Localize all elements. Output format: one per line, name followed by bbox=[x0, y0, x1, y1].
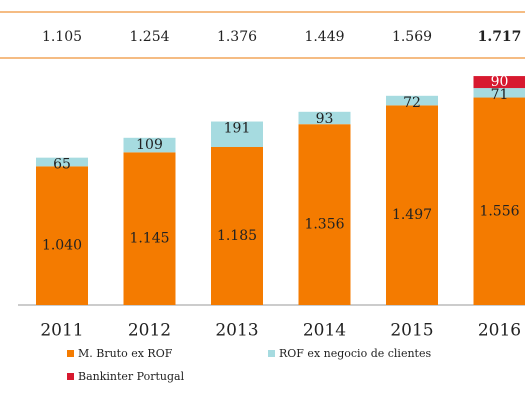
segment-label: 72 bbox=[403, 95, 421, 111]
legend-label: ROF ex negocio de clientes bbox=[279, 347, 431, 360]
bar-segment bbox=[36, 166, 88, 305]
bar-segment bbox=[211, 121, 263, 147]
total-label: 1.254 bbox=[129, 29, 169, 45]
bar-segment bbox=[298, 124, 351, 305]
segment-label: 1.145 bbox=[129, 231, 169, 247]
legend-label: M. Bruto ex ROF bbox=[78, 347, 173, 360]
segment-label: 1.497 bbox=[392, 207, 432, 223]
bar-segment bbox=[211, 147, 263, 305]
total-label: 1.449 bbox=[304, 29, 344, 45]
x-tick-label: 2014 bbox=[303, 321, 346, 341]
total-label: 1.717 bbox=[478, 29, 522, 45]
legend-swatch bbox=[67, 350, 74, 357]
legend-swatch bbox=[268, 350, 275, 357]
x-tick-label: 2016 bbox=[478, 321, 521, 341]
x-tick-label: 2015 bbox=[390, 321, 433, 341]
segment-label: 93 bbox=[316, 111, 334, 127]
segment-label: 191 bbox=[224, 121, 251, 137]
bar-segment bbox=[298, 111, 351, 125]
x-tick-label: 2011 bbox=[40, 321, 83, 341]
bar-segment bbox=[473, 88, 525, 98]
total-label: 1.569 bbox=[392, 29, 432, 45]
segment-label: 71 bbox=[491, 87, 509, 103]
segment-label: 1.185 bbox=[217, 228, 257, 244]
segment-label: 1.040 bbox=[42, 238, 82, 254]
bar-segment bbox=[386, 105, 438, 306]
segment-label: 65 bbox=[53, 157, 71, 173]
bar-segment bbox=[36, 157, 88, 167]
segment-label: 1.556 bbox=[479, 203, 519, 219]
bar-segment bbox=[123, 152, 176, 305]
x-tick-label: 2012 bbox=[128, 321, 171, 341]
bar-segment bbox=[473, 97, 525, 306]
bar-segment bbox=[473, 76, 525, 89]
legend-label: Bankinter Portugal bbox=[78, 370, 185, 383]
x-tick-label: 2013 bbox=[215, 321, 258, 341]
segment-label: 1.356 bbox=[304, 217, 344, 233]
segment-label: 90 bbox=[491, 74, 509, 90]
total-label: 1.105 bbox=[42, 29, 82, 45]
segment-label: 109 bbox=[136, 137, 163, 153]
total-label: 1.376 bbox=[217, 29, 257, 45]
bar-segment bbox=[123, 137, 176, 153]
bar-segment bbox=[386, 95, 438, 106]
legend-swatch bbox=[67, 373, 74, 380]
